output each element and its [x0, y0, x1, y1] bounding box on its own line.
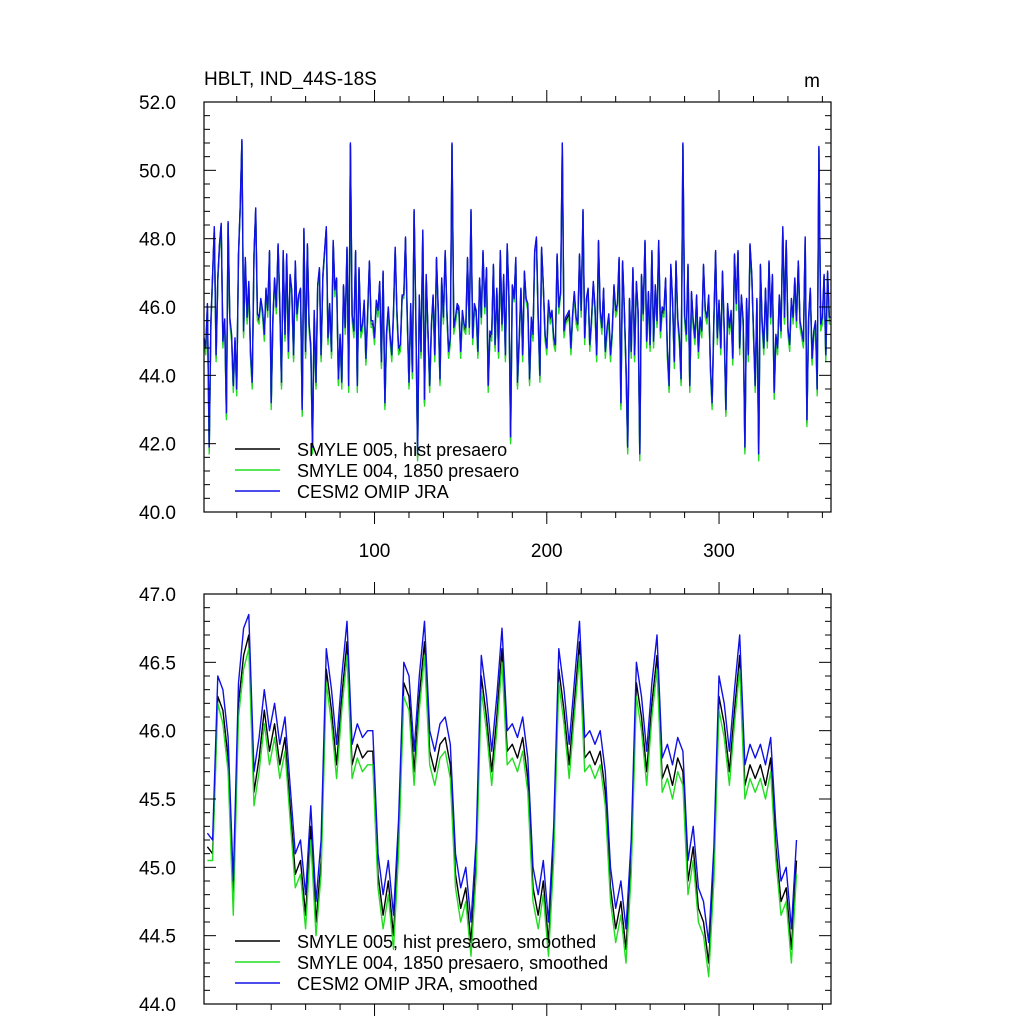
- legend-label-1-0: SMYLE 005, hist presaero, smoothed: [297, 932, 596, 952]
- y-tick-label: 52.0: [139, 93, 176, 114]
- chart-title: HBLT, IND_44S-18S: [204, 69, 377, 90]
- panel-bottom: 44.0 44.5 45.0 45.5 46.0 46.5 47.0 SMYLE 005, …: [139, 582, 832, 1016]
- legend-label-1-1: SMYLE 004, 1850 presaero, smoothed: [297, 953, 608, 973]
- legend-label-0-0: SMYLE 005, hist presaero: [297, 440, 507, 460]
- y-tick-label: 46.0: [139, 298, 176, 319]
- panel-bottom-ticks: 44.0 44.5 45.0 45.5 46.0 46.5 47.0: [139, 582, 831, 1016]
- panel-bottom-series: [206, 613, 798, 978]
- y-tick-label: 50.0: [139, 161, 176, 182]
- series-line-0-2: [203, 138, 831, 455]
- y-tick-label: 46.0: [139, 722, 176, 743]
- units-label: m: [804, 71, 820, 92]
- y-tick-label: 47.0: [139, 585, 176, 606]
- panel-top: 40.0 42.0 44.0 46.0 48.0 50.0 52.0 100 200 300 SM…: [139, 90, 832, 562]
- series-line-1-2: [206, 613, 798, 944]
- y-tick-label: 46.5: [139, 653, 176, 674]
- y-tick-label: 42.0: [139, 435, 176, 456]
- y-tick-label: 44.5: [139, 927, 176, 948]
- legend-label-0-1: SMYLE 004, 1850 presaero: [297, 461, 519, 481]
- y-tick-label: 48.0: [139, 230, 176, 251]
- y-tick-label: 40.0: [139, 503, 176, 524]
- y-tick-label: 44.0: [139, 995, 176, 1016]
- series-line-1-1: [207, 648, 798, 978]
- y-tick-label: 44.0: [139, 366, 176, 387]
- series-line-1-0: [206, 634, 798, 964]
- legend-label-0-2: CESM2 OMIP JRA: [297, 482, 449, 502]
- x-tick-label: 200: [531, 541, 563, 562]
- y-tick-label: 45.0: [139, 858, 176, 879]
- legend-label-1-2: CESM2 OMIP JRA, smoothed: [297, 974, 538, 994]
- y-tick-label: 45.5: [139, 790, 176, 811]
- x-tick-label: 300: [703, 541, 735, 562]
- x-tick-label: 100: [359, 541, 391, 562]
- panel-top-series: [203, 138, 831, 462]
- panel-bottom-legend: SMYLE 005, hist presaero, smoothedSMYLE …: [235, 932, 608, 994]
- panel-top-ticks: 40.0 42.0 44.0 46.0 48.0 50.0 52.0 100 200 300: [139, 90, 831, 562]
